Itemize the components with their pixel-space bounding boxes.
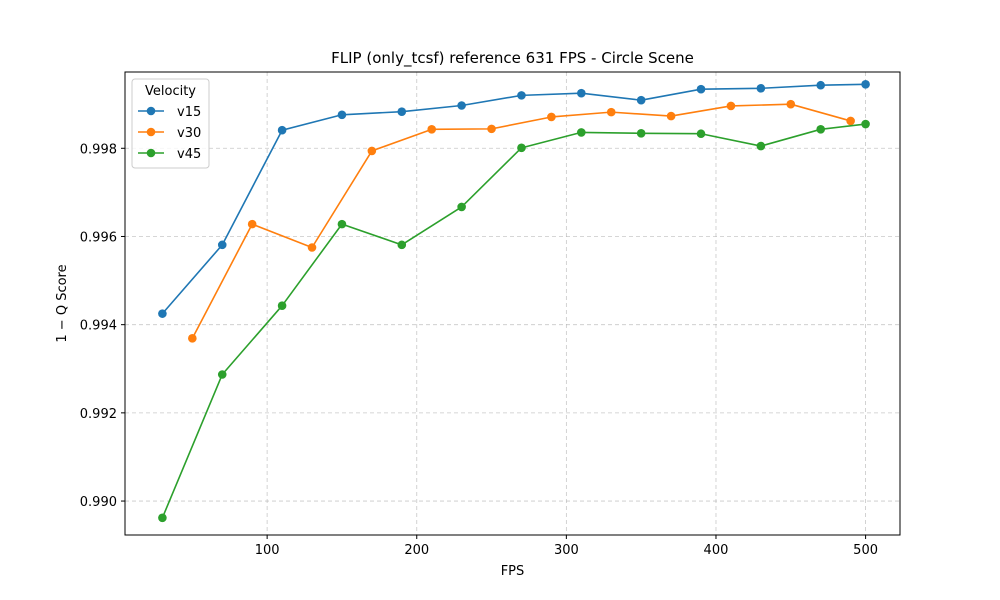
chart-title: FLIP (only_tcsf) reference 631 FPS - Cir… (331, 49, 694, 68)
legend-box (131, 78, 210, 169)
y-tick-label: 0.998 (80, 142, 117, 157)
data-point-v15 (217, 240, 227, 250)
data-point-v15 (696, 84, 706, 94)
data-point-v30 (307, 243, 317, 252)
data-point-v45 (277, 301, 287, 311)
data-point-v45 (577, 128, 586, 137)
legend-entry-v15: v15 (138, 105, 201, 120)
legend: Velocity v15 v30 v45 (131, 78, 210, 169)
legend-entry-v30: v30 (138, 126, 201, 141)
data-point-v30 (726, 101, 736, 111)
data-point-v45 (397, 240, 407, 250)
legend-title: Velocity (145, 84, 196, 99)
data-point-v45 (816, 125, 826, 134)
legend-marker-v15 (146, 106, 156, 116)
data-point-v15 (636, 95, 646, 105)
plot-series (158, 80, 870, 523)
series-v45 (158, 119, 870, 523)
data-point-v15 (577, 88, 586, 98)
data-point-v15 (277, 125, 287, 135)
data-point-v45 (861, 119, 870, 129)
data-point-v15 (816, 80, 826, 90)
data-point-v15 (457, 101, 466, 110)
plot-area-frame (124, 71, 901, 536)
y-tick-label: 0.990 (80, 495, 117, 510)
x-tick-label: 400 (704, 543, 729, 558)
data-point-v15 (517, 91, 526, 100)
axis-ticks: 100 200 300 400 500 0.990 0.992 0.994 0.996 0.998 (80, 142, 878, 558)
series-v30 (188, 99, 855, 343)
data-point-v30 (188, 334, 197, 343)
legend-entries: v15 v30 v45 (138, 105, 201, 162)
y-tick-label: 0.996 (80, 230, 117, 245)
data-point-v15 (861, 80, 870, 89)
legend-marker-v30 (146, 127, 156, 137)
data-point-v30 (247, 219, 257, 229)
legend-label-v30: v30 (177, 126, 201, 141)
y-tick-label: 0.992 (80, 407, 117, 422)
series-v15 (158, 80, 870, 318)
data-point-v30 (666, 111, 676, 121)
data-point-v45 (158, 513, 167, 523)
data-point-v45 (636, 128, 646, 138)
data-point-v15 (397, 107, 407, 116)
x-tick-label: 300 (554, 543, 579, 558)
data-point-v30 (547, 112, 556, 122)
legend-entry-v45: v45 (138, 147, 201, 162)
data-point-v45 (517, 143, 526, 153)
x-tick-label: 500 (853, 543, 878, 558)
x-axis-label: FPS (501, 564, 525, 579)
data-point-v30 (786, 99, 796, 109)
data-point-v45 (337, 219, 347, 229)
y-axis-label: 1 − Q Score (55, 264, 70, 342)
y-tick-label: 0.994 (80, 319, 117, 334)
data-point-v45 (457, 202, 466, 212)
data-point-v15 (756, 84, 766, 93)
data-point-v30 (606, 107, 616, 117)
data-point-v30 (846, 116, 855, 126)
data-point-v15 (158, 309, 167, 318)
series-line-v30 (191, 103, 851, 339)
x-tick-label: 200 (404, 543, 429, 558)
grid (125, 72, 900, 535)
data-point-v45 (756, 141, 766, 151)
data-point-v45 (217, 370, 227, 379)
legend-label-v15: v15 (177, 105, 201, 120)
legend-label-v45: v45 (177, 147, 201, 162)
data-point-v30 (367, 146, 377, 156)
data-point-v30 (427, 125, 437, 134)
data-point-v15 (337, 110, 347, 120)
legend-marker-v45 (146, 148, 156, 158)
data-point-v30 (487, 124, 496, 134)
data-point-v45 (696, 129, 706, 139)
x-tick-label: 100 (255, 543, 280, 558)
